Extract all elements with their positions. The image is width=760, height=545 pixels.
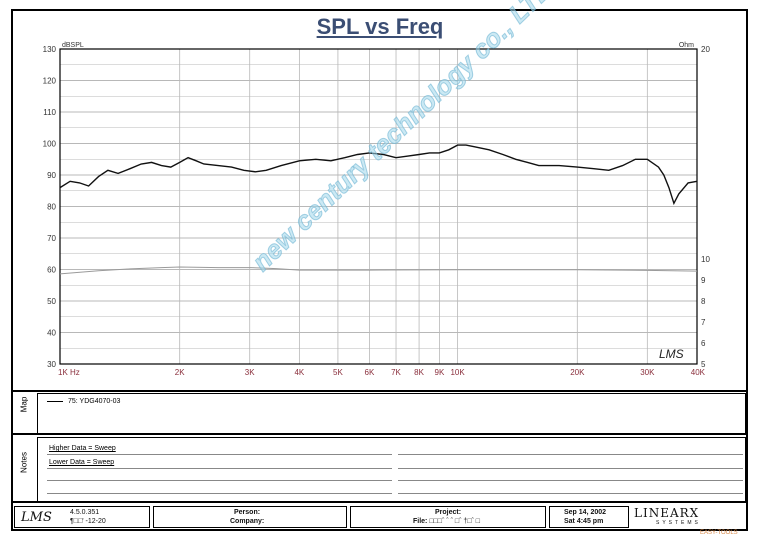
series-line-spl xyxy=(59,144,698,206)
notes-rule xyxy=(398,493,743,494)
footer-brand-box: LINEARX SYSTEMS xyxy=(632,506,745,528)
chart-title: SPL vs Freq xyxy=(316,14,444,39)
file-label: File: xyxy=(413,518,428,525)
notes-rule xyxy=(398,480,743,481)
plot-border xyxy=(59,48,698,365)
footer-version-sub: ¶□□' -12-20 xyxy=(70,518,106,525)
notes-rule xyxy=(47,480,392,481)
y-tick-label-right: 10 xyxy=(701,255,710,264)
footer-lms-logo: LMS xyxy=(21,510,52,525)
x-tick-label: 6K xyxy=(365,368,375,377)
notes-section-label: Notes xyxy=(19,452,29,473)
y-tick-label-left: 40 xyxy=(47,329,56,338)
y-tick-label-left: 90 xyxy=(47,171,56,180)
x-tick-label: 1K Hz xyxy=(58,368,80,377)
x-tick-label: 8K xyxy=(414,368,424,377)
file-value: □□□ˆ ˆ ˆ □ˆ †□ˆ □ xyxy=(429,518,480,525)
y-tick-label-left: 110 xyxy=(43,108,56,117)
x-tick-label: 10K xyxy=(450,368,465,377)
y-tick-label-left: 50 xyxy=(47,297,56,306)
y-tick-label-left: 70 xyxy=(47,234,56,243)
map-divider xyxy=(37,393,38,433)
notes-line-2: Lower Data = Sweep xyxy=(49,459,115,466)
footer-person-box: Person: Company: xyxy=(153,506,347,528)
plot-lms-logo: LMS xyxy=(659,347,684,361)
y-tick-label-left: 30 xyxy=(47,360,56,369)
x-tick-label: 5K xyxy=(333,368,343,377)
footer-version: 4.5.0.351 xyxy=(70,509,100,516)
legend-line-swatch xyxy=(47,401,63,402)
notes-rule xyxy=(47,454,392,455)
y-tick-label-right: 5 xyxy=(701,360,706,369)
y-tick-label-left: 60 xyxy=(47,266,56,275)
footer-day-time: Sat 4:45 pm xyxy=(564,518,604,525)
series-line-lower xyxy=(59,266,698,275)
corner-badge: EASY-TOOLS xyxy=(700,530,738,536)
x-tick-label: 7K xyxy=(391,368,401,377)
separator-top xyxy=(12,390,748,392)
x-tick-label: 3K xyxy=(245,368,255,377)
map-box-top xyxy=(37,393,745,394)
company-label: Company: xyxy=(230,518,265,525)
footer-date-box: Sep 14, 2002 Sat 4:45 pm xyxy=(549,506,629,528)
y-tick-label-right: 8 xyxy=(701,297,706,306)
x-tick-label: 9K xyxy=(435,368,445,377)
y-tick-label-right: 20 xyxy=(701,45,710,54)
y-axis-label-right: Ohm xyxy=(679,42,694,49)
notes-rule xyxy=(47,493,392,494)
x-tick-label: 2K xyxy=(175,368,185,377)
brand-logo: LINEARX xyxy=(634,506,700,520)
notes-line-1: Higher Data = Sweep xyxy=(49,445,116,452)
x-tick-label: 4K xyxy=(294,368,304,377)
y-tick-label-right: 6 xyxy=(701,339,706,348)
notes-right-border xyxy=(745,437,746,501)
notes-rule xyxy=(47,468,392,469)
plot-area: 130 120 110 100 90 80 70 60 50 40 30 dBSPL 20 10 9 8 7 6 5… xyxy=(13,40,746,385)
footer-version-box: LMS 4.5.0.351 ¶□□' -12-20 xyxy=(14,506,150,528)
y-axis-label-left: dBSPL xyxy=(62,42,84,49)
y-tick-label-left: 100 xyxy=(43,140,57,149)
notes-rule xyxy=(398,468,743,469)
footer-project-box: Project: File: □□□ˆ ˆ ˆ □ˆ †□ˆ □ xyxy=(350,506,546,528)
x-tick-label: 30K xyxy=(640,368,655,377)
project-label: Project: xyxy=(435,509,462,516)
notes-rule xyxy=(398,454,743,455)
y-tick-label-right: 7 xyxy=(701,318,706,327)
spl-chart: 130 120 110 100 90 80 70 60 50 40 30 dBSPL 20 10 9 8 7 6 5… xyxy=(43,42,711,377)
separator-notes xyxy=(12,501,748,503)
separator-map xyxy=(12,433,748,435)
footer-date: Sep 14, 2002 xyxy=(564,509,607,516)
notes-box-top xyxy=(37,437,745,438)
y-tick-label-left: 80 xyxy=(47,203,56,212)
x-tick-label: 20K xyxy=(570,368,585,377)
notes-divider xyxy=(37,437,38,501)
y-tick-label-left: 120 xyxy=(43,77,57,86)
y-tick-label-right: 9 xyxy=(701,276,706,285)
x-tick-label: 40K xyxy=(691,368,706,377)
y-tick-label-left: 130 xyxy=(43,45,57,54)
map-section-label: Map xyxy=(19,396,29,413)
brand-sub: SYSTEMS xyxy=(656,520,701,526)
legend-entry: 75: YDG4070-03 xyxy=(68,398,121,405)
file-line: File: □□□ˆ ˆ ˆ □ˆ †□ˆ □ xyxy=(413,518,480,525)
map-right-border xyxy=(745,393,746,433)
person-label: Person: xyxy=(234,509,261,516)
